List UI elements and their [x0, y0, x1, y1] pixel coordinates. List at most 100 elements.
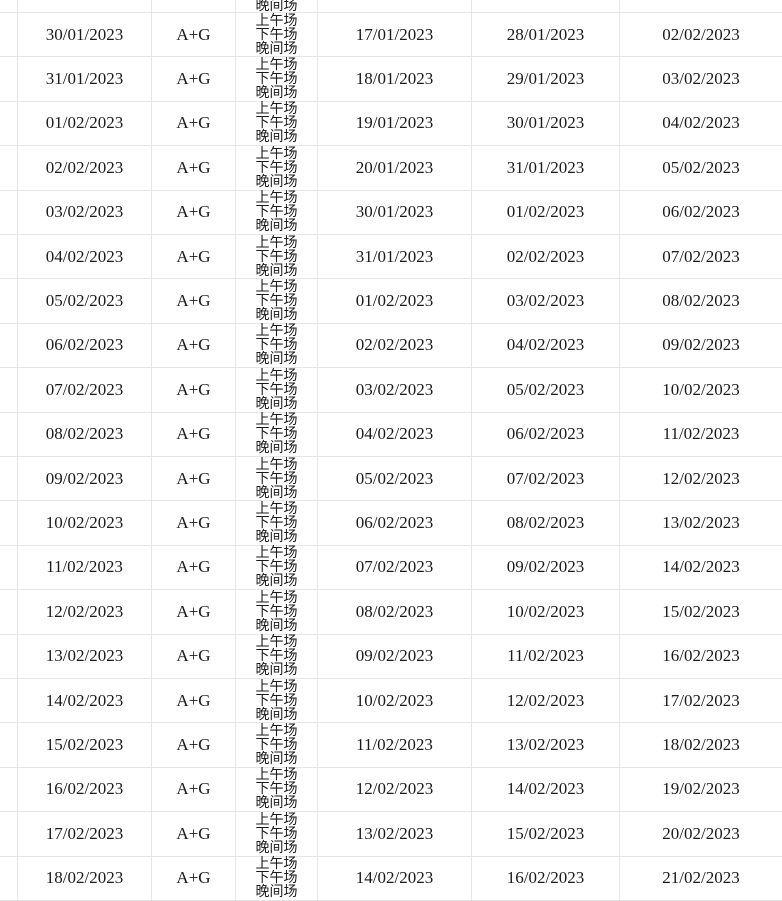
date-cell[interactable]: 03/02/2023 — [619, 57, 782, 101]
date-cell[interactable]: 03/02/2023 — [17, 190, 151, 234]
date-cell[interactable]: 02/02/2023 — [317, 323, 471, 368]
date-cell[interactable]: 06/02/2023 — [317, 501, 471, 545]
date-cell[interactable]: 04/02/2023 — [471, 323, 619, 368]
date-cell[interactable]: 13/02/2023 — [17, 634, 151, 678]
type-cell[interactable]: A+G — [151, 412, 235, 456]
date-cell[interactable]: 04/02/2023 — [317, 412, 471, 456]
date-cell[interactable]: 08/02/2023 — [17, 412, 151, 456]
date-cell[interactable]: 16/02/2023 — [619, 634, 782, 678]
date-cell[interactable]: 06/02/2023 — [471, 412, 619, 456]
date-cell[interactable]: 20/02/2023 — [619, 812, 782, 856]
type-cell[interactable]: A+G — [151, 368, 235, 412]
date-cell[interactable]: 04/02/2023 — [619, 101, 782, 146]
session-cell[interactable]: 上午场 下午场 晚间场 — [235, 545, 317, 590]
date-cell[interactable]: 13/02/2023 — [619, 501, 782, 545]
session-cell[interactable]: 上午场 下午场 晚间场 — [235, 101, 317, 146]
session-cell[interactable]: 上午场 下午场 晚间场 — [235, 812, 317, 856]
date-cell[interactable]: 02/02/2023 — [471, 235, 619, 279]
date-cell[interactable]: 12/02/2023 — [317, 767, 471, 812]
session-cell[interactable]: 上午场 下午场 晚间场 — [235, 279, 317, 323]
date-cell[interactable]: 15/02/2023 — [17, 723, 151, 767]
session-cell[interactable]: 上午场 下午场 晚间场 — [235, 501, 317, 545]
date-cell[interactable]: 14/02/2023 — [471, 767, 619, 812]
date-cell[interactable]: 09/02/2023 — [17, 457, 151, 501]
session-cell[interactable]: 上午场 下午场 晚间场 — [235, 679, 317, 723]
date-cell[interactable]: 03/02/2023 — [317, 368, 471, 412]
date-cell[interactable]: 07/02/2023 — [619, 235, 782, 279]
cell[interactable] — [471, 0, 619, 12]
type-cell[interactable]: A+G — [151, 13, 235, 57]
date-cell[interactable]: 10/02/2023 — [17, 501, 151, 545]
session-cell[interactable]: 上午场 下午场 晚间场 — [235, 235, 317, 279]
date-cell[interactable]: 03/02/2023 — [471, 279, 619, 323]
date-cell[interactable]: 10/02/2023 — [619, 368, 782, 412]
type-cell[interactable]: A+G — [151, 812, 235, 856]
date-cell[interactable]: 09/02/2023 — [619, 323, 782, 368]
session-cell[interactable]: 上午场 下午场 晚间场 — [235, 190, 317, 234]
date-cell[interactable]: 18/02/2023 — [619, 723, 782, 767]
type-cell[interactable]: A+G — [151, 856, 235, 900]
date-cell[interactable]: 30/01/2023 — [317, 190, 471, 234]
date-cell[interactable]: 07/02/2023 — [471, 457, 619, 501]
session-cell[interactable]: 上午场 下午场 晚间场 — [235, 146, 317, 190]
date-cell[interactable]: 20/01/2023 — [317, 146, 471, 190]
date-cell[interactable]: 28/01/2023 — [471, 13, 619, 57]
date-cell[interactable]: 05/02/2023 — [17, 279, 151, 323]
date-cell[interactable]: 15/02/2023 — [619, 590, 782, 634]
date-cell[interactable]: 09/02/2023 — [317, 634, 471, 678]
session-cell[interactable]: 上午场 下午场 晚间场 — [235, 412, 317, 456]
date-cell[interactable]: 31/01/2023 — [471, 146, 619, 190]
date-cell[interactable]: 06/02/2023 — [17, 323, 151, 368]
date-cell[interactable]: 31/01/2023 — [17, 57, 151, 101]
date-cell[interactable]: 14/02/2023 — [619, 545, 782, 590]
cell[interactable] — [619, 0, 782, 12]
date-cell[interactable]: 01/02/2023 — [317, 279, 471, 323]
date-cell[interactable]: 30/01/2023 — [17, 13, 151, 57]
date-cell[interactable]: 05/02/2023 — [471, 368, 619, 412]
date-cell[interactable]: 17/02/2023 — [619, 679, 782, 723]
date-cell[interactable]: 13/02/2023 — [317, 812, 471, 856]
date-cell[interactable]: 08/02/2023 — [619, 279, 782, 323]
session-cell[interactable]: 上午场 下午场 晚间场 — [235, 767, 317, 812]
date-cell[interactable]: 11/02/2023 — [619, 412, 782, 456]
date-cell[interactable]: 19/01/2023 — [317, 101, 471, 146]
date-cell[interactable]: 16/02/2023 — [17, 767, 151, 812]
type-cell[interactable]: A+G — [151, 57, 235, 101]
type-cell[interactable]: A+G — [151, 101, 235, 146]
date-cell[interactable]: 01/02/2023 — [471, 190, 619, 234]
type-cell[interactable]: A+G — [151, 634, 235, 678]
date-cell[interactable]: 12/02/2023 — [471, 679, 619, 723]
date-cell[interactable]: 10/02/2023 — [471, 590, 619, 634]
session-cell[interactable]: 上午场 下午场 晚间场 — [235, 457, 317, 501]
session-cell[interactable]: 上午场 下午场 晚间场 — [235, 323, 317, 368]
session-cell[interactable]: 晚间场 — [235, 0, 317, 13]
date-cell[interactable]: 07/02/2023 — [317, 545, 471, 590]
date-cell[interactable]: 15/02/2023 — [471, 812, 619, 856]
session-cell[interactable]: 上午场 下午场 晚间场 — [235, 723, 317, 767]
date-cell[interactable]: 12/02/2023 — [17, 590, 151, 634]
date-cell[interactable]: 08/02/2023 — [471, 501, 619, 545]
date-cell[interactable]: 06/02/2023 — [619, 190, 782, 234]
date-cell[interactable]: 11/02/2023 — [17, 545, 151, 590]
type-cell[interactable]: A+G — [151, 590, 235, 634]
date-cell[interactable]: 05/02/2023 — [619, 146, 782, 190]
session-cell[interactable]: 上午场 下午场 晚间场 — [235, 57, 317, 101]
type-cell[interactable]: A+G — [151, 457, 235, 501]
type-cell[interactable]: A+G — [151, 501, 235, 545]
date-cell[interactable]: 02/02/2023 — [619, 13, 782, 57]
session-cell[interactable]: 上午场 下午场 晚间场 — [235, 368, 317, 412]
date-cell[interactable]: 14/02/2023 — [17, 679, 151, 723]
date-cell[interactable]: 19/02/2023 — [619, 767, 782, 812]
cell[interactable] — [17, 0, 151, 12]
cell[interactable] — [151, 0, 235, 12]
date-cell[interactable]: 01/02/2023 — [17, 101, 151, 146]
type-cell[interactable]: A+G — [151, 235, 235, 279]
date-cell[interactable]: 11/02/2023 — [317, 723, 471, 767]
date-cell[interactable]: 04/02/2023 — [17, 235, 151, 279]
date-cell[interactable]: 13/02/2023 — [471, 723, 619, 767]
date-cell[interactable]: 05/02/2023 — [317, 457, 471, 501]
date-cell[interactable]: 12/02/2023 — [619, 457, 782, 501]
date-cell[interactable]: 17/01/2023 — [317, 13, 471, 57]
session-cell[interactable]: 上午场 下午场 晚间场 — [235, 856, 317, 900]
type-cell[interactable]: A+G — [151, 146, 235, 190]
